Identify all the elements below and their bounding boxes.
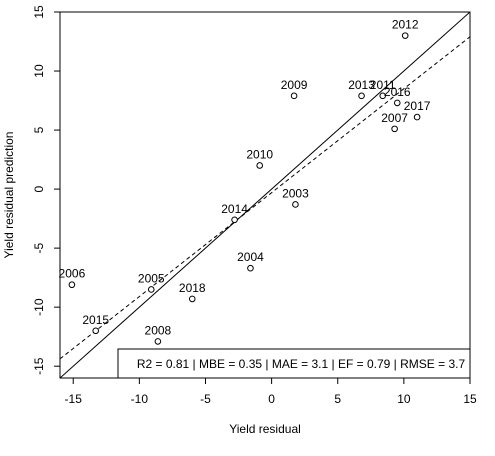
one-to-one-line [60, 12, 470, 378]
data-point-2009 [290, 92, 298, 100]
y-tick-label-0: 0 [32, 185, 46, 192]
point-label-2013: 2013 [348, 78, 375, 92]
point-label-2017: 2017 [404, 99, 431, 113]
y-tick-label-15: 15 [32, 5, 46, 19]
data-point-2015 [92, 327, 100, 335]
point-label-2008: 2008 [145, 323, 172, 337]
y-tick-label-10: 10 [32, 64, 46, 78]
metrics-text: R2 = 0.81 | MBE = 0.35 | MAE = 3.1 | EF … [137, 357, 466, 371]
data-point-2011 [379, 92, 387, 100]
point-label-2018: 2018 [179, 281, 206, 295]
data-point-2007 [391, 125, 398, 133]
y-tick-label--15: -15 [32, 357, 46, 375]
point-label-2006: 2006 [59, 267, 86, 281]
y-axis-label: Yield residual prediction [2, 132, 16, 259]
point-label-2010: 2010 [246, 147, 273, 161]
x-tick-label--15: -15 [65, 392, 83, 406]
x-tick-label-0: 0 [268, 392, 275, 406]
point-label-2011: 2011 [370, 78, 396, 92]
data-point-2003 [292, 201, 299, 208]
data-point-2018 [188, 295, 196, 303]
data-point-2005 [147, 286, 155, 293]
metrics-box: R2 = 0.81 | MBE = 0.35 | MAE = 3.1 | EF … [117, 348, 471, 379]
regression-fit-line [60, 36, 470, 360]
point-label-2015: 2015 [82, 313, 109, 327]
data-point-2008 [154, 338, 162, 345]
y-tick-label-5: 5 [32, 126, 46, 133]
point-label-2004: 2004 [237, 250, 264, 264]
x-tick-label-10: 10 [397, 392, 411, 406]
x-tick-label--10: -10 [131, 392, 149, 406]
data-point-2014 [231, 216, 238, 224]
point-label-2016: 2016 [384, 85, 411, 99]
y-tick-label--5: -5 [32, 242, 46, 253]
point-label-2012: 2012 [392, 18, 419, 32]
x-tick-label-5: 5 [334, 392, 341, 406]
point-label-2005: 2005 [138, 271, 165, 285]
x-axis-label: Yield residual [229, 422, 301, 436]
point-label-2014: 2014 [221, 202, 248, 216]
point-label-2009: 2009 [281, 78, 308, 92]
data-point-2013 [358, 92, 365, 100]
data-point-2010 [256, 162, 264, 169]
data-point-2004 [247, 264, 254, 272]
x-tick-label--5: -5 [200, 392, 211, 406]
point-label-2007: 2007 [381, 111, 408, 125]
data-point-2017 [413, 113, 421, 121]
x-tick-label-15: 15 [463, 392, 477, 406]
point-label-2003: 2003 [282, 186, 309, 200]
y-tick-label--10: -10 [32, 298, 46, 316]
data-point-2006 [68, 281, 76, 289]
data-point-2016 [393, 99, 401, 107]
data-point-2012 [401, 32, 409, 39]
